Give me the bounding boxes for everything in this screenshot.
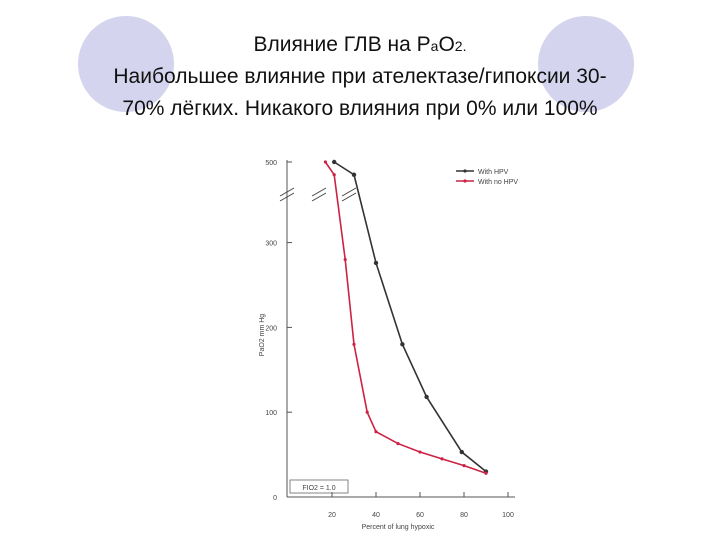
title-main-text: Влияние ГЛВ на P (253, 33, 431, 56)
legend-label: With HPV (478, 169, 509, 176)
data-point (400, 342, 405, 347)
legend-marker (463, 179, 467, 183)
data-point (462, 464, 466, 468)
y-axis-label: PaO2 mm Hg (259, 314, 266, 357)
decorative-circle-left (78, 16, 174, 112)
x-tick-label: 80 (460, 512, 468, 519)
data-point (323, 160, 327, 164)
series-line (324, 161, 487, 475)
series-line (333, 161, 487, 473)
title-line-2: Наибольшее влияние при ателектазе/гипокс… (113, 65, 607, 88)
x-tick-label: 100 (502, 512, 514, 519)
data-point (440, 457, 444, 461)
data-point (396, 441, 400, 446)
x-tick-label: 20 (328, 512, 336, 519)
x-axis-label: Percent of lung hypoxic (362, 524, 435, 531)
data-point (484, 471, 488, 475)
annotation-box (289, 479, 349, 494)
x-tick-label: 40 (372, 512, 380, 519)
data-point (374, 430, 378, 434)
title-subscript-2: 2. (454, 38, 467, 54)
y-axis-break-mark (279, 192, 295, 202)
title-line-3: 70% лёгких. Никакого влияния при 0% или … (122, 97, 598, 120)
y-axis-break-mark (279, 187, 295, 197)
x-tick-label: 60 (416, 512, 424, 519)
data-point (343, 257, 347, 262)
series-break-mark (341, 187, 357, 197)
data-point (332, 159, 337, 165)
y-tick-label: 200 (265, 325, 277, 332)
data-point (352, 342, 356, 346)
annotation-text: FIO2 = 1.0 (302, 485, 335, 492)
decorative-circle-right (538, 16, 634, 112)
series-break-mark (311, 192, 327, 202)
data-point (418, 450, 422, 454)
y-tick-label: 300 (265, 241, 277, 248)
legend-label: With no HPV (478, 179, 518, 186)
series-break-mark (311, 187, 327, 197)
data-point (332, 173, 336, 177)
y-tick-label: 500 (265, 160, 277, 167)
y-tick-label: 100 (265, 410, 277, 417)
slide-title: Влияние ГЛВ на PaO2. Наибольшее влияние … (0, 30, 720, 125)
title-o-text: O (438, 33, 455, 56)
title-subscript-a: a (430, 38, 439, 54)
y-tick-label: 0 (273, 495, 277, 502)
data-point (373, 260, 379, 266)
data-point (351, 172, 357, 177)
data-point (424, 394, 429, 400)
title-line-1: Влияние ГЛВ на PaO2. (0, 30, 720, 61)
data-point (365, 410, 369, 414)
series-break-mark (341, 192, 357, 202)
data-point (459, 449, 464, 455)
legend-marker (463, 169, 467, 173)
